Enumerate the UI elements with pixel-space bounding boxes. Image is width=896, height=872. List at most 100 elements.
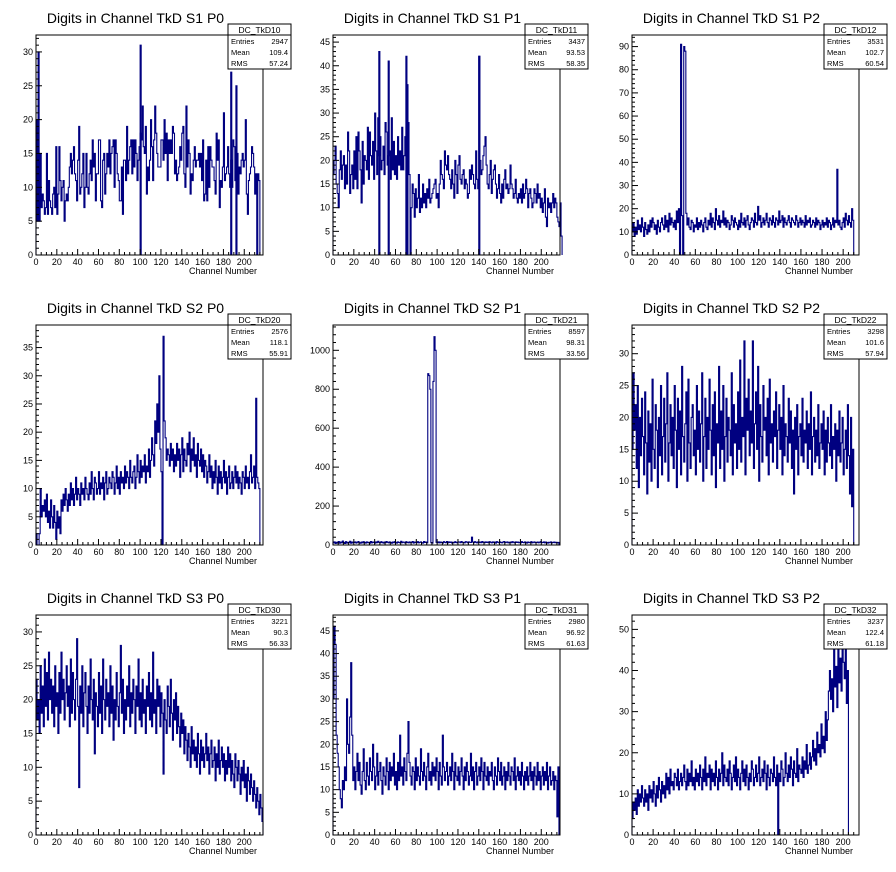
stats-value: 57.94	[865, 349, 884, 358]
x-tick-label: 0	[33, 837, 38, 847]
x-axis-label: Channel Number	[785, 266, 853, 276]
x-tick-label: 100	[430, 257, 445, 267]
histogram-panel: Digits in Channel TkD S3 P20 20 40 60 80 100 1…	[619, 590, 888, 856]
x-tick-label: 180	[815, 547, 830, 557]
x-tick-label: 180	[815, 837, 830, 847]
y-tick-label: 10	[619, 476, 629, 486]
stats-value: 8597	[568, 327, 585, 336]
plot-frame	[35, 614, 264, 836]
x-tick-label: 0	[33, 257, 38, 267]
stats-value: 3531	[867, 37, 884, 46]
x-tick-label: 80	[411, 837, 421, 847]
x-tick-label: 80	[411, 547, 421, 557]
stats-name: DC_TkD21	[535, 315, 577, 325]
stats-value: 101.6	[865, 338, 884, 347]
histogram-series-line	[35, 335, 261, 546]
x-axis-label: Channel Number	[785, 556, 853, 566]
stats-label: Mean	[827, 628, 846, 637]
x-tick-label: 140	[772, 547, 787, 557]
x-tick-label: 80	[114, 837, 124, 847]
x-tick-label: 100	[430, 547, 445, 557]
x-tick-label: 180	[513, 257, 528, 267]
x-tick-label: 160	[195, 837, 210, 847]
x-tick-label: 120	[450, 837, 465, 847]
y-tick-label: 30	[320, 694, 330, 704]
stats-value: 93.53	[566, 48, 585, 57]
y-tick-label: 20	[619, 412, 629, 422]
stats-label: Entries	[827, 327, 851, 336]
y-tick-label: 70	[619, 88, 629, 98]
histogram-series-line	[35, 638, 264, 835]
y-tick-label: 25	[23, 661, 33, 671]
stats-label: Mean	[231, 48, 250, 57]
x-tick-label: 180	[216, 547, 231, 557]
stats-name: DC_TkD32	[834, 605, 876, 615]
histogram-panel: Digits in Channel TkD S1 P10 20 40 60 80 100 1…	[320, 10, 589, 276]
histogram-spike	[235, 85, 238, 255]
x-tick-label: 120	[153, 837, 168, 847]
x-tick-label: 200	[836, 257, 851, 267]
stats-label: Entries	[231, 617, 255, 626]
stats-box-frame	[524, 23, 589, 70]
x-tick-label: 60	[93, 837, 103, 847]
stats-label: Entries	[231, 327, 255, 336]
y-tick-label: 200	[315, 501, 330, 511]
histogram-series-line	[332, 336, 560, 545]
histogram-spike	[378, 51, 381, 255]
stats-value: 3298	[867, 327, 884, 336]
x-tick-label: 80	[711, 837, 721, 847]
stats-name: DC_TkD10	[238, 25, 280, 35]
plot-frame	[631, 614, 860, 836]
y-tick-label: 80	[619, 65, 629, 75]
y-tick-label: 0	[325, 830, 330, 840]
x-tick-label: 180	[513, 547, 528, 557]
y-tick-label: 60	[619, 111, 629, 121]
y-tick-label: 35	[320, 671, 330, 681]
histogram-panel: Digits in Channel TkD S2 P20 20 40 60 80 100 1…	[619, 300, 888, 566]
y-tick-label: 20	[619, 204, 629, 214]
y-tick-label: 0	[624, 830, 629, 840]
stats-label: Entries	[827, 37, 851, 46]
plot-frame	[631, 34, 860, 256]
stats-box-frame	[524, 313, 589, 360]
chart-title: Digits in Channel TkD S2 P0	[47, 300, 224, 316]
x-tick-label: 80	[711, 257, 721, 267]
plot-frame	[631, 324, 860, 546]
histogram-series-line	[631, 628, 851, 836]
chart-title: Digits in Channel TkD S3 P2	[643, 590, 820, 606]
stats-value: 55.91	[269, 349, 288, 358]
y-tick-label: 10	[320, 785, 330, 795]
stats-name: DC_TkD30	[238, 605, 280, 615]
y-tick-label: 15	[23, 148, 33, 158]
stats-box-frame	[823, 23, 888, 70]
y-tick-label: 20	[23, 115, 33, 125]
chart-title: Digits in Channel TkD S3 P1	[344, 590, 521, 606]
y-tick-label: 1000	[310, 345, 330, 355]
y-tick-label: 15	[320, 179, 330, 189]
stats-value: 118.1	[270, 338, 288, 347]
y-tick-label: 0	[325, 250, 330, 260]
x-axis-label: Channel Number	[486, 556, 554, 566]
y-tick-label: 0	[624, 540, 629, 550]
stats-label: Mean	[827, 48, 846, 57]
stats-value: 96.92	[566, 628, 585, 637]
x-tick-label: 0	[629, 257, 634, 267]
x-tick-label: 200	[534, 547, 549, 557]
plot-frame	[35, 34, 264, 256]
x-tick-label: 160	[492, 257, 507, 267]
stats-box-frame	[823, 313, 888, 360]
stats-box-frame	[227, 23, 292, 70]
stats-label: Mean	[528, 48, 547, 57]
x-tick-label: 200	[534, 837, 549, 847]
y-tick-label: 30	[619, 707, 629, 717]
stats-value: 3237	[867, 617, 884, 626]
stats-value: 102.7	[865, 48, 884, 57]
chart-title: Digits in Channel TkD S1 P1	[344, 10, 521, 26]
x-tick-label: 40	[73, 257, 83, 267]
x-tick-label: 160	[492, 547, 507, 557]
stats-box-frame	[524, 603, 589, 650]
stats-box: DC_TkD32 Entries 3237 Mean 122.4 RMS 61.18	[823, 603, 888, 650]
x-tick-label: 120	[751, 257, 766, 267]
x-tick-label: 200	[237, 547, 252, 557]
